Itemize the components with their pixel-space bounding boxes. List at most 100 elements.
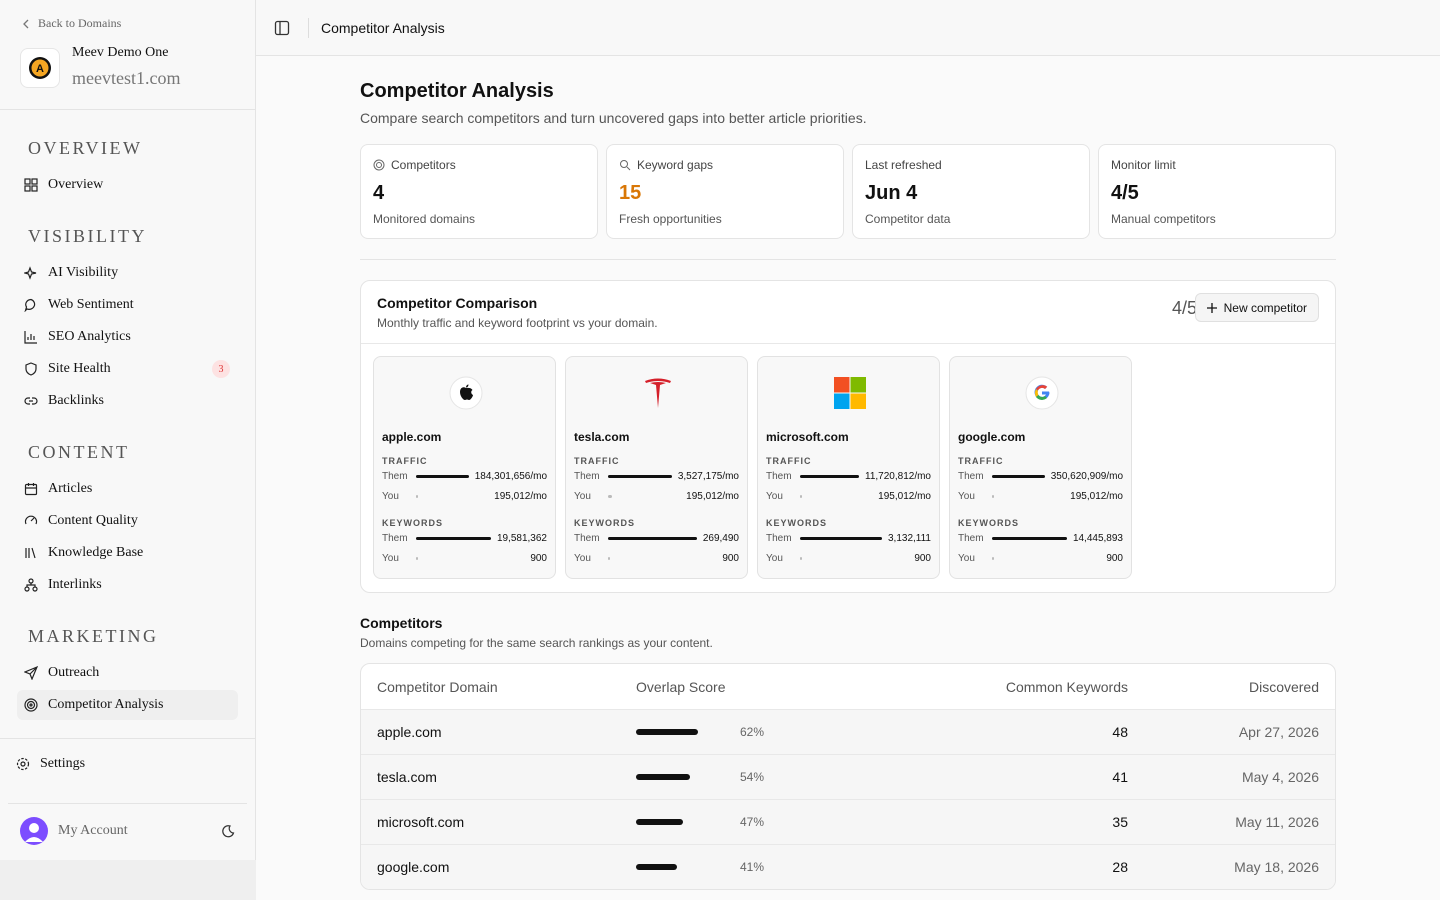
metric-who: You	[574, 552, 591, 564]
stat-card: Competitors 4 Monitored domains	[360, 144, 598, 239]
project-logo-icon: A	[29, 57, 51, 79]
icon-shape	[460, 384, 473, 400]
account-link[interactable]: My Account	[20, 817, 235, 845]
nav-item[interactable]: Backlinks	[0, 385, 255, 417]
overlap-bar	[636, 819, 683, 825]
new-competitor-button[interactable]: New competitor	[1194, 293, 1319, 322]
stat-card: Monitor limit 4/5 Manual competitors	[1098, 144, 1336, 239]
overlap-label: 62%	[740, 725, 765, 739]
table-row[interactable]: google.com 41% 28 May 18, 2026	[361, 844, 1335, 889]
sidebar-toggle[interactable]	[274, 20, 290, 36]
table-row[interactable]: apple.com 62% 48 Apr 27, 2026	[361, 709, 1335, 754]
metric-row: You 900	[382, 552, 547, 564]
nav-item[interactable]: SEO Analytics	[0, 321, 255, 353]
metric-value: 195,012/mo	[494, 490, 547, 502]
settings-link[interactable]: Settings	[16, 756, 85, 772]
icon-shape	[24, 185, 31, 192]
chevron-icon	[23, 19, 29, 28]
icon-shape	[25, 483, 37, 489]
metric-who: Them	[766, 532, 792, 544]
domain-cell: tesla.com	[377, 769, 437, 785]
metric-bar	[416, 536, 491, 540]
nav-label: Overview	[48, 177, 104, 192]
icon-shape	[650, 382, 666, 408]
metric-row: You 900	[958, 552, 1123, 564]
competitor-cards: apple.com TRAFFIC Them 184,301,656/mo You 195…	[361, 344, 1335, 591]
icon	[24, 515, 38, 525]
nav-section: MARKETING Outreach Competitor Analysis	[0, 622, 255, 721]
section-items: Overview	[0, 169, 255, 201]
icon-shape	[25, 362, 37, 376]
metric-bar	[800, 494, 802, 498]
metric-value: 900	[722, 552, 739, 564]
metric-value: 900	[914, 552, 931, 564]
back-text: Back to Domains	[38, 16, 122, 30]
table-row[interactable]: tesla.com 54% 41 May 4, 2026	[361, 754, 1335, 799]
metric-row: Them 350,620,909/mo	[958, 470, 1123, 482]
stat-label-text: Monitor limit	[1111, 158, 1176, 172]
icon-shape	[24, 266, 37, 280]
nav-item[interactable]: Knowledge Base	[0, 537, 255, 569]
icon-shape	[25, 547, 36, 559]
nav-item[interactable]: Site Health 3	[0, 353, 255, 385]
stat-label-text: Keyword gaps	[637, 158, 714, 172]
icon	[24, 397, 38, 405]
metric-track	[416, 494, 488, 498]
section-title: CONTENT	[28, 442, 130, 462]
icon-shape	[24, 586, 30, 592]
discovered-cell: May 11, 2026	[1235, 814, 1319, 830]
metric-row: You 195,012/mo	[574, 490, 739, 502]
metric-track	[416, 556, 524, 560]
icon-shape	[850, 393, 866, 409]
top-title: Competitor Analysis	[321, 20, 445, 36]
nav-item[interactable]: Outreach	[0, 657, 255, 689]
icon-shape	[24, 298, 36, 312]
project-domain: meevtest1.com	[72, 68, 181, 88]
overlap-label: 54%	[740, 770, 765, 784]
metric-track	[800, 494, 872, 498]
metric-row: Them 3,132,111	[766, 532, 931, 544]
nav-label: Backlinks	[48, 393, 104, 408]
metric-who: Them	[574, 532, 600, 544]
metric-title: KEYWORDS	[574, 518, 636, 528]
metric-value: 195,012/mo	[686, 490, 739, 502]
metric-track	[608, 536, 697, 540]
metric-value: 3,132,111	[887, 532, 931, 544]
nav-item[interactable]: Articles	[0, 473, 255, 505]
nav-item[interactable]: Web Sentiment	[0, 289, 255, 321]
table-row[interactable]: microsoft.com 47% 35 May 11, 2026	[361, 799, 1335, 844]
nav-item[interactable]: Interlinks	[0, 569, 255, 601]
common-cell: 28	[1112, 859, 1128, 875]
nav-section: CONTENT Articles Content Quality Knowledge …	[0, 438, 255, 601]
metric-bar	[416, 556, 418, 560]
nav-item[interactable]: Competitor Analysis	[0, 689, 255, 721]
back-link[interactable]: Back to Domains	[22, 16, 121, 31]
metric-who: Them	[766, 470, 792, 482]
competitor-card: apple.com TRAFFIC Them 184,301,656/mo You 195…	[373, 356, 556, 579]
nav-label: Knowledge Base	[48, 545, 144, 560]
metric-bar	[992, 556, 994, 560]
stat-card: Keyword gaps 15 Fresh opportunities	[606, 144, 844, 239]
theme-toggle[interactable]	[221, 824, 235, 838]
icon-shape	[31, 178, 38, 185]
nav-item[interactable]: AI Visibility	[0, 257, 255, 289]
separator	[8, 803, 247, 804]
icon	[449, 376, 483, 410]
stat-value: 4	[373, 182, 385, 204]
sidebar: Back to Domains A Meev Demo One meevtest…	[0, 0, 256, 860]
metric-who: Them	[382, 532, 408, 544]
nav-label: Web Sentiment	[48, 297, 134, 312]
nav-item[interactable]: Overview	[0, 169, 255, 201]
stat-label: Monitor limit	[1111, 158, 1323, 172]
settings-text: Settings	[40, 756, 86, 771]
nav-label: Content Quality	[48, 513, 138, 528]
metric-row: You 195,012/mo	[766, 490, 931, 502]
nav-item[interactable]: Content Quality	[0, 505, 255, 537]
metric-value: 900	[1106, 552, 1123, 564]
nav-section: VISIBILITY AI Visibility Web Sentiment SEO …	[0, 222, 255, 417]
icon-shape	[24, 483, 38, 496]
icon-shape	[29, 703, 33, 707]
metric-title: TRAFFIC	[382, 456, 428, 466]
metric-title: TRAFFIC	[958, 456, 1004, 466]
